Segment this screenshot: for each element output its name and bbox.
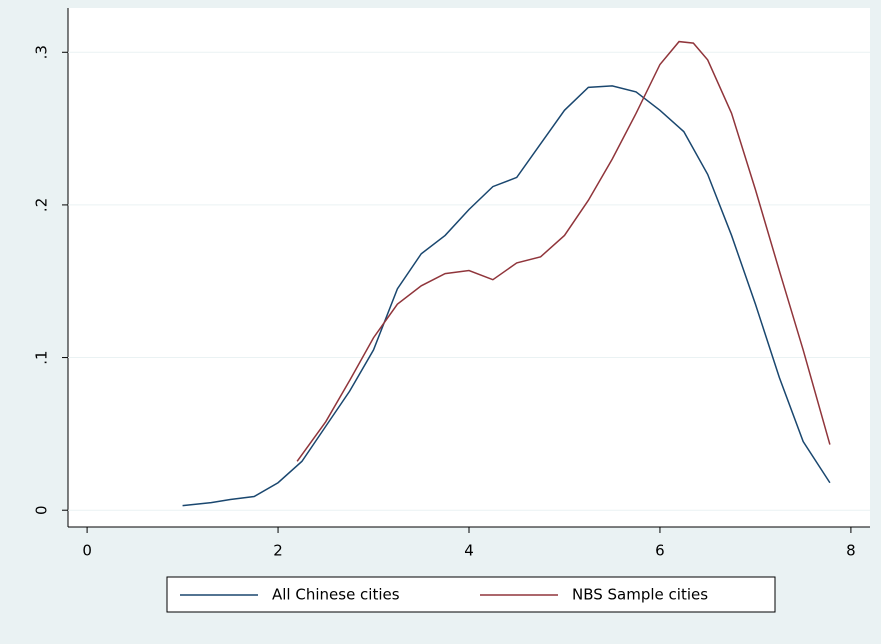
- legend-label: NBS Sample cities: [572, 586, 708, 604]
- x-tick-label: 2: [273, 542, 283, 560]
- y-tick-label: .3: [33, 45, 51, 59]
- x-tick-label: 6: [655, 542, 665, 560]
- x-tick-label: 8: [846, 542, 856, 560]
- plot-area: [68, 8, 870, 527]
- legend-label: All Chinese cities: [272, 586, 400, 604]
- y-tick-label: .1: [33, 350, 51, 364]
- y-tick-label: .2: [33, 198, 51, 212]
- line: [296, 40, 831, 462]
- line: [182, 85, 831, 507]
- x-tick-label: 0: [82, 542, 92, 560]
- x-tick-label: 4: [464, 542, 474, 560]
- y-tick-label: 0: [33, 505, 51, 515]
- legend: [166, 576, 776, 613]
